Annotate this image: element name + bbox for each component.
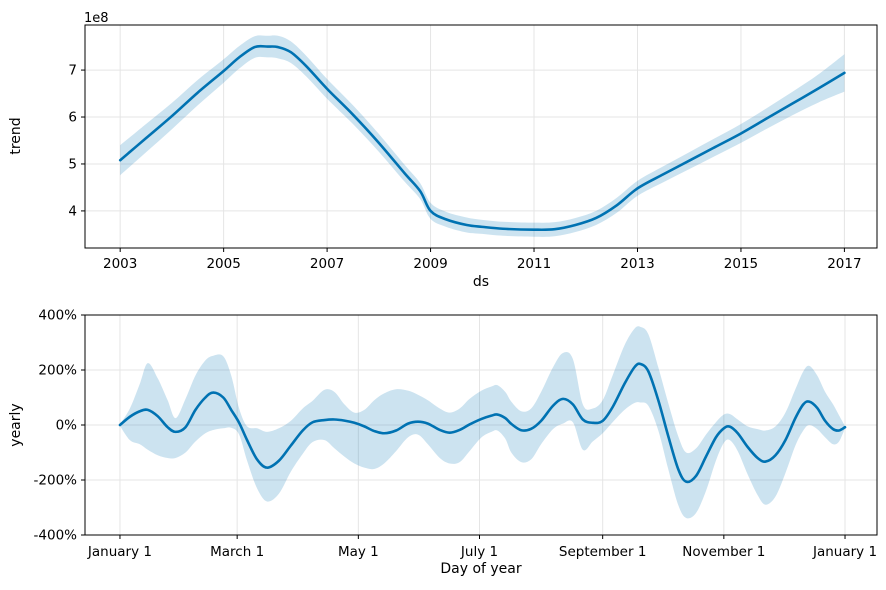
x-tick-label: 2009 bbox=[413, 256, 447, 272]
yearly-uncertainty-band bbox=[119, 326, 846, 519]
trend-subplot: 2003 2005 2007 2009 2011 2013 2015 2017 4 5 6 7 bbox=[68, 24, 878, 272]
y-tick-label: -200% bbox=[34, 473, 78, 489]
trend-data-layer bbox=[118, 35, 846, 237]
trend-line bbox=[118, 44, 846, 232]
x-tick-label: 2005 bbox=[206, 256, 240, 272]
y-tick-label: -400% bbox=[34, 528, 78, 544]
x-tick-label: 2015 bbox=[724, 256, 758, 272]
x-tick-label: 2011 bbox=[517, 256, 551, 272]
x-tick-label: July 1 bbox=[460, 544, 498, 560]
y-tick-label: 0% bbox=[56, 418, 78, 434]
x-tick-label: January 1 bbox=[812, 544, 877, 560]
y-tick-label: 7 bbox=[68, 63, 77, 79]
yearly-y-axis-title: yearly bbox=[8, 403, 24, 447]
x-tick-label: January 1 bbox=[87, 544, 152, 560]
x-tick-label: September 1 bbox=[559, 544, 647, 560]
x-tick-label: 2007 bbox=[310, 256, 344, 272]
trend-x-axis-title: ds bbox=[472, 274, 490, 290]
x-tick-label: November 1 bbox=[682, 544, 765, 560]
y-tick-label: 200% bbox=[38, 363, 77, 379]
x-tick-label: 2013 bbox=[620, 256, 654, 272]
yearly-x-axis-title: Day of year bbox=[440, 561, 522, 577]
yearly-subplot: January 1 March 1 May 1 July 1 September 1 No… bbox=[34, 308, 878, 560]
x-tick-label: May 1 bbox=[338, 544, 379, 560]
y-tick-label: 4 bbox=[68, 203, 77, 219]
trend-y-axis-title: trend bbox=[8, 117, 24, 155]
y-axis-offset-text: 1e8 bbox=[84, 11, 109, 26]
x-tick-label: March 1 bbox=[210, 544, 264, 560]
y-tick-label: 6 bbox=[68, 110, 77, 126]
plot-border bbox=[84, 24, 878, 249]
x-tick-label: 2017 bbox=[827, 256, 861, 272]
y-tick-label: 5 bbox=[68, 156, 77, 172]
x-tick-label: 2003 bbox=[103, 256, 137, 272]
y-tick-label: 400% bbox=[38, 308, 77, 324]
yearly-data-layer bbox=[118, 326, 847, 519]
yearly-line bbox=[118, 362, 847, 484]
